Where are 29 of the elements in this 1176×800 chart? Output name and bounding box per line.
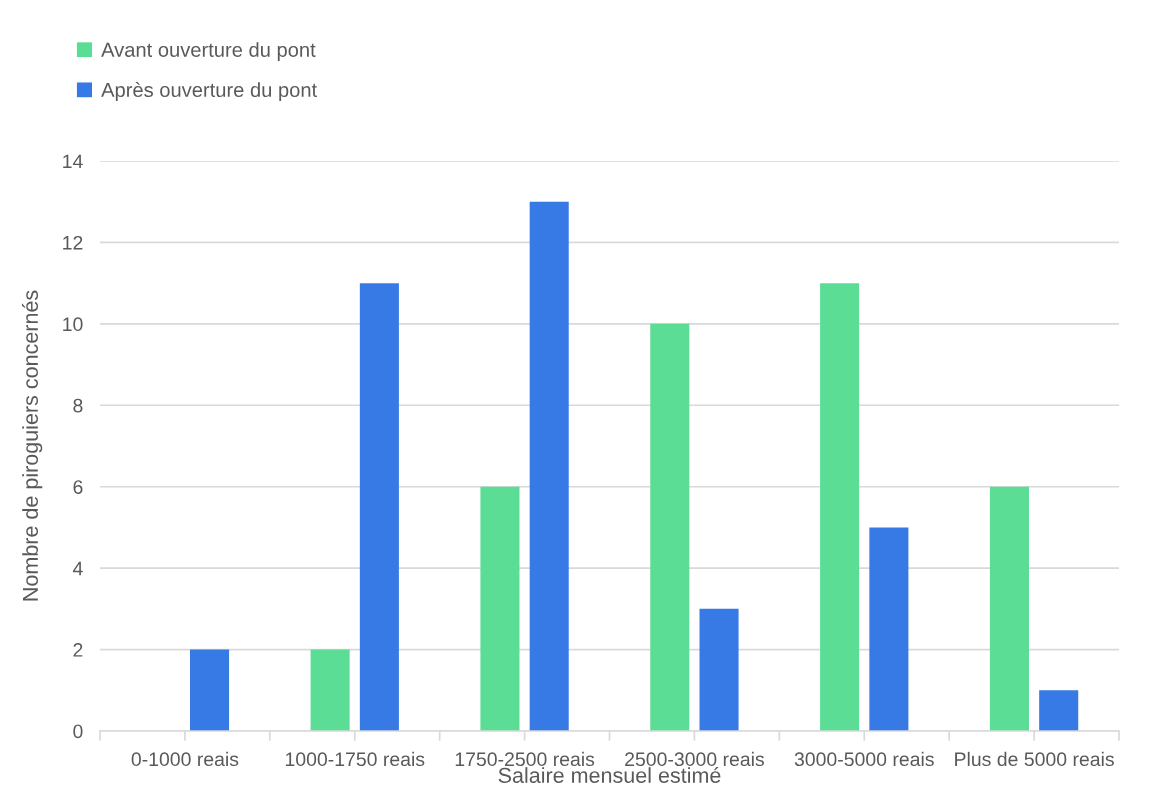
bar [310, 649, 350, 731]
bar [480, 486, 520, 731]
bar [699, 608, 739, 731]
bar [650, 323, 690, 731]
y-tick-label: 8 [73, 398, 83, 413]
x-tick-label: 1750-2500 reais [455, 751, 595, 767]
y-tick-label: 4 [72, 561, 83, 576]
y-tick-label: 6 [73, 480, 83, 494]
x-tick-label: 1000-1750 reais [285, 751, 425, 767]
y-tick-label: 0 [73, 724, 83, 739]
x-tick-label: 3000-5000 reais [794, 751, 934, 767]
bar [529, 201, 569, 731]
bar [989, 486, 1029, 731]
legend-label: Après ouverture du pont [101, 82, 318, 102]
bar [359, 283, 399, 731]
y-tick-label: 10 [63, 317, 83, 332]
x-tick-label: Plus de 5000 reais [955, 751, 1114, 767]
bar [190, 649, 230, 731]
x-axis-title: Salaire mensuel estimé [498, 766, 721, 783]
bar [869, 527, 909, 731]
y-axis-title: Nombre de piroguiers concernés [21, 290, 43, 601]
y-tick-label: 2 [73, 643, 83, 657]
x-tick-label: 0-1000 reais [131, 751, 239, 767]
legend-label: Avant ouverture du pont [101, 42, 316, 61]
bar [820, 283, 860, 731]
y-tick-label: 14 [63, 154, 83, 169]
y-tick-label: 12 [63, 235, 83, 250]
bar [1039, 690, 1079, 731]
x-tick-label: 2500-3000 reais [625, 751, 764, 767]
